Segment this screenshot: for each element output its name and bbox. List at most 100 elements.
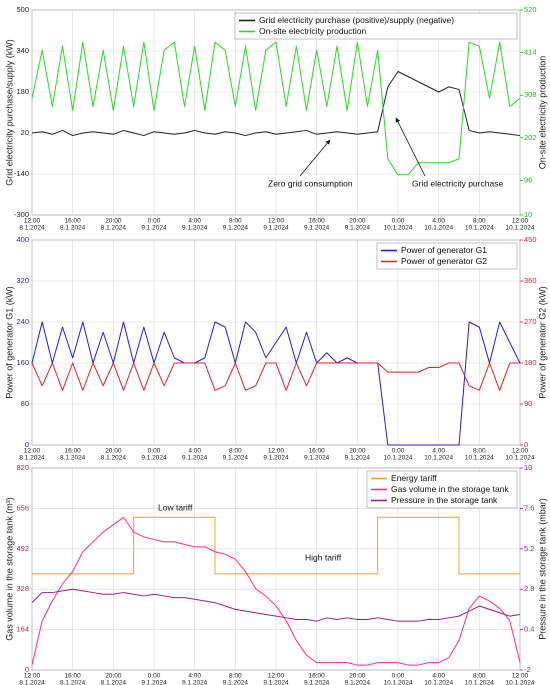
y2-tick-label: 10	[524, 463, 532, 472]
y-axis-title: Grid electricity purchase/supply (kW)	[4, 39, 14, 186]
series-line	[31, 516, 521, 666]
legend-box	[234, 12, 518, 40]
y2-tick-label: 10	[524, 210, 532, 219]
y2-tick-label: -2	[524, 665, 531, 674]
y2-tick-label: 5.2	[524, 544, 534, 553]
x-tick-date: 9.1.2024	[345, 225, 371, 232]
y2-tick-label: 360	[524, 276, 537, 285]
x-tick-date: 9.1.2024	[223, 455, 249, 462]
y2-tick-label: 450	[524, 235, 537, 244]
x-tick-label: 16:00	[309, 448, 326, 455]
annotation-arrow	[395, 117, 426, 177]
y-tick-label: 656	[16, 503, 29, 512]
x-tick-label: 20:00	[105, 218, 122, 225]
y-tick-label: 400	[16, 235, 29, 244]
y-tick-label: 164	[16, 625, 29, 634]
x-tick-label: 12:00	[268, 673, 285, 680]
annotation: Grid electricity purchase	[412, 178, 503, 188]
x-tick-label: 16:00	[65, 673, 82, 680]
legend-label: Power of generator G1	[401, 245, 487, 255]
y-tick-label: 80	[21, 399, 29, 408]
x-tick-label: 4:00	[188, 218, 201, 225]
y-tick-label: 240	[16, 317, 29, 326]
x-tick-date: 8.1.2024	[19, 225, 45, 232]
x-tick-label: 0:00	[148, 448, 161, 455]
y-tick-label: -300	[14, 210, 29, 219]
y2-tick-label: 96	[524, 175, 532, 184]
y-tick-label: 160	[16, 358, 29, 367]
x-tick-label: 12:00	[512, 218, 529, 225]
x-tick-date: 9.1.2024	[182, 680, 208, 685]
x-tick-label: 4:00	[188, 448, 201, 455]
y-tick-label: 500	[16, 5, 29, 14]
panel: 12:008.1.202416:008.1.202420:008.1.20240…	[4, 5, 547, 232]
x-tick-date: 8.1.2024	[19, 455, 45, 462]
y2-tick-label: 308	[524, 90, 537, 99]
y2-tick-label: 180	[524, 358, 537, 367]
x-tick-date: 9.1.2024	[223, 225, 249, 232]
y2-tick-label: 0	[524, 440, 528, 449]
y-tick-label: 820	[16, 463, 29, 472]
x-tick-date: 10.1.2024	[506, 225, 535, 232]
x-tick-date: 10.1.2024	[424, 455, 453, 462]
y-tick-label: 180	[16, 87, 29, 96]
x-tick-label: 12:00	[512, 448, 529, 455]
y-tick-label: 0	[25, 665, 29, 674]
legend-label: Gas volume in the storage tank	[391, 484, 509, 494]
x-tick-date: 9.1.2024	[304, 225, 330, 232]
x-tick-label: 20:00	[105, 448, 122, 455]
annotation: Zero grid consumption	[268, 178, 353, 188]
legend-label: Energy tariff	[391, 473, 437, 483]
y2-tick-label: 0.4	[524, 625, 534, 634]
series-line	[32, 516, 520, 575]
y-tick-label: -140	[14, 169, 29, 178]
legend-label: On-site electricity production	[259, 26, 367, 36]
x-tick-label: 20:00	[349, 448, 366, 455]
x-tick-label: 4:00	[432, 218, 445, 225]
x-tick-date: 8.1.2024	[101, 455, 127, 462]
x-tick-label: 8:00	[473, 448, 486, 455]
y2-tick-label: 90	[524, 399, 532, 408]
x-tick-date: 10.1.2024	[384, 455, 413, 462]
x-tick-date: 8.1.2024	[60, 455, 86, 462]
y-axis-title: Gas volume in the storage tank (m³)	[4, 497, 14, 641]
legend-box	[376, 242, 518, 270]
x-tick-label: 0:00	[392, 673, 405, 680]
x-tick-date: 8.1.2024	[101, 680, 127, 685]
x-tick-label: 0:00	[148, 673, 161, 680]
x-tick-date: 9.1.2024	[345, 455, 371, 462]
x-tick-date: 9.1.2024	[304, 680, 330, 685]
x-tick-label: 8:00	[229, 673, 242, 680]
x-tick-label: 8:00	[473, 673, 486, 680]
x-tick-label: 0:00	[392, 448, 405, 455]
x-tick-date: 8.1.2024	[101, 225, 127, 232]
y-tick-label: 320	[16, 276, 29, 285]
x-tick-date: 10.1.2024	[465, 680, 494, 685]
annotation: Low tariff	[158, 502, 193, 512]
y-tick-label: 20	[21, 128, 29, 137]
panel: 12:008.1.202416:008.1.202420:008.1.20240…	[4, 463, 547, 685]
y2-tick-label: 7.6	[524, 503, 534, 512]
series-line	[31, 71, 521, 137]
x-tick-date: 9.1.2024	[304, 455, 330, 462]
y2-tick-label: 202	[524, 133, 537, 142]
x-tick-date: 10.1.2024	[424, 225, 453, 232]
x-tick-date: 9.1.2024	[263, 455, 289, 462]
x-tick-label: 12:00	[512, 673, 529, 680]
x-tick-label: 12:00	[24, 448, 41, 455]
x-tick-label: 4:00	[432, 673, 445, 680]
x-tick-date: 9.1.2024	[263, 225, 289, 232]
annotation: High tariff	[305, 552, 342, 562]
x-tick-date: 10.1.2024	[424, 680, 453, 685]
y2-axis-title: On-site electricity production	[537, 56, 547, 170]
y2-axis-title: Pressure in the storage tank (mbar)	[537, 498, 547, 640]
x-tick-date: 8.1.2024	[60, 225, 86, 232]
x-tick-label: 20:00	[349, 673, 366, 680]
x-tick-label: 4:00	[188, 673, 201, 680]
x-tick-label: 8:00	[229, 448, 242, 455]
y2-tick-label: 414	[524, 48, 537, 57]
y2-tick-label: 520	[524, 5, 537, 14]
legend-label: Pressure in the storage tank	[391, 495, 498, 505]
